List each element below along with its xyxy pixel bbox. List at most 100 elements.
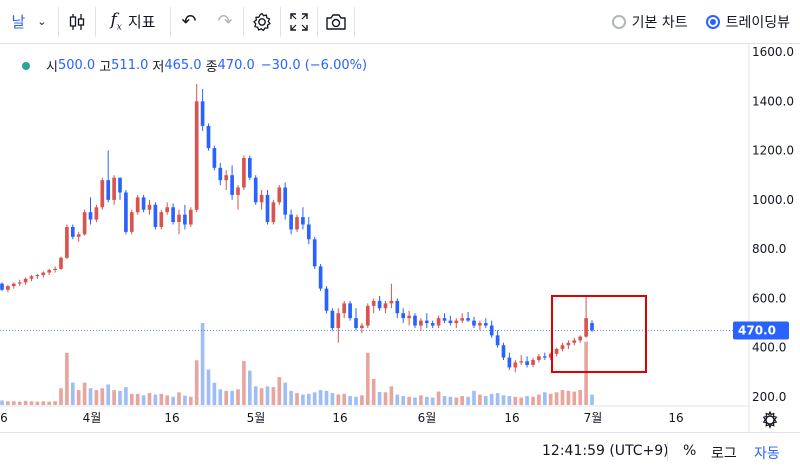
candle-body [200, 101, 205, 126]
volume-bar [312, 392, 317, 405]
volume-bar [401, 396, 406, 405]
screenshot-button[interactable] [318, 0, 354, 44]
volume-bar [330, 393, 335, 405]
candle-body [306, 224, 311, 240]
tradingview-radio[interactable]: 트레이딩뷰 [705, 12, 790, 32]
indicators-label: 지표 [127, 13, 156, 31]
indicators-button[interactable]: fx 지표 [96, 0, 170, 44]
volume-bar [460, 396, 465, 405]
volume-bar [365, 352, 370, 405]
basic-chart-radio[interactable]: 기본 차트 [611, 12, 688, 32]
volume-bar [454, 397, 459, 405]
percent-scale-toggle[interactable]: % [683, 443, 697, 459]
volume-bar [360, 395, 364, 405]
close-label: 종 [205, 60, 218, 75]
gear-icon [253, 12, 271, 31]
volume-bar [525, 396, 529, 405]
candle-body [17, 282, 22, 284]
price-chart[interactable]: 1600.0 1400.0 1200.0 1000.0 800.0 600.0 400.0 2… [0, 0, 800, 432]
volume-bar [430, 397, 435, 405]
log-scale-toggle[interactable]: 로그 [711, 446, 737, 462]
candle-body [525, 361, 529, 365]
settings-button[interactable] [244, 0, 280, 44]
interval-label: 날 [11, 13, 26, 31]
volume-bar [212, 382, 217, 405]
highlight-box [551, 295, 647, 373]
change-value: −30.0 (−6.00%) [260, 58, 368, 73]
undo-button[interactable]: ↶ [171, 0, 207, 44]
candle-body [442, 318, 447, 321]
candle-body [35, 275, 40, 277]
volume-bar [0, 400, 4, 405]
redo-button[interactable]: ↷ [207, 0, 243, 44]
candle-body [194, 101, 199, 210]
low-label: 저 [152, 60, 165, 75]
volume-bar [224, 390, 229, 405]
candle-body [448, 320, 453, 324]
candlestick-type-button[interactable] [59, 0, 95, 44]
candle-body [230, 175, 234, 195]
volume-bar [194, 360, 199, 405]
volume-bar [336, 394, 341, 405]
candle-body [253, 177, 258, 203]
volume-bar [407, 396, 411, 405]
volume-bar [29, 401, 34, 405]
volume-bar [354, 396, 358, 405]
candle-body [572, 340, 577, 343]
candle-body [70, 226, 75, 237]
candle-body [236, 187, 240, 195]
close-value: 470.0 [217, 58, 255, 73]
volume-bar [35, 401, 40, 405]
volume-bar [572, 391, 577, 405]
candle-body [478, 323, 482, 326]
chart-footer: 12:41:59 (UTC+9) % 로그 자동 [0, 432, 800, 470]
candle-body [584, 318, 588, 337]
volume-bar [47, 401, 52, 405]
candle-body [59, 257, 63, 269]
time-tick-label: 6월 [418, 411, 437, 425]
volume-bar [531, 396, 535, 405]
candle-body [377, 300, 382, 309]
candle-body [501, 345, 506, 358]
redo-icon: ↷ [217, 11, 233, 32]
candle-body [318, 266, 323, 289]
price-tick-label: 1600.0 [752, 45, 794, 59]
candle-body [301, 217, 305, 225]
toolbar-divider [317, 6, 318, 37]
interval-dropdown[interactable]: 날 ⌄ [0, 0, 58, 44]
fullscreen-button[interactable] [281, 0, 317, 44]
volume-bar [271, 387, 276, 405]
time-tick-label: 6 [0, 411, 8, 425]
price-tick-label: 1400.0 [752, 94, 794, 108]
volume-bar [183, 395, 187, 405]
radio-on-icon [705, 15, 720, 29]
candle-body [135, 197, 140, 213]
clock-timezone[interactable]: 12:41:59 (UTC+9) [542, 443, 669, 459]
axis-settings-button[interactable] [762, 410, 778, 429]
candle-body [413, 315, 417, 326]
volume-bar [519, 397, 524, 405]
price-tick-label: 400.0 [752, 341, 786, 355]
open-value: 500.0 [57, 58, 96, 73]
volume-bar [106, 384, 111, 405]
price-tick-label: 1200.0 [752, 144, 794, 158]
price-tick-label: 200.0 [752, 390, 786, 404]
candle-body [542, 356, 547, 358]
candle-body [312, 239, 317, 267]
candle-body [590, 323, 594, 331]
volume-bar [88, 388, 93, 405]
volume-bar [206, 369, 211, 405]
volume-bar [17, 401, 22, 405]
auto-scale-toggle[interactable]: 자동 [754, 446, 780, 462]
camera-icon [326, 13, 346, 30]
volume-bar [584, 341, 588, 405]
volume-bar [141, 395, 146, 405]
candle-body [47, 270, 52, 273]
ohlc-legend: 시 500.0 고 511.0 저 465.0 종 470.0 −30.0 (−6.00… [0, 56, 367, 75]
volume-bar [419, 395, 423, 405]
volume-bar [41, 401, 46, 405]
time-tick-label: 16 [332, 411, 347, 425]
price-tick-label: 1000.0 [752, 193, 794, 207]
volume-bar [436, 391, 441, 405]
candle-body [489, 325, 494, 336]
